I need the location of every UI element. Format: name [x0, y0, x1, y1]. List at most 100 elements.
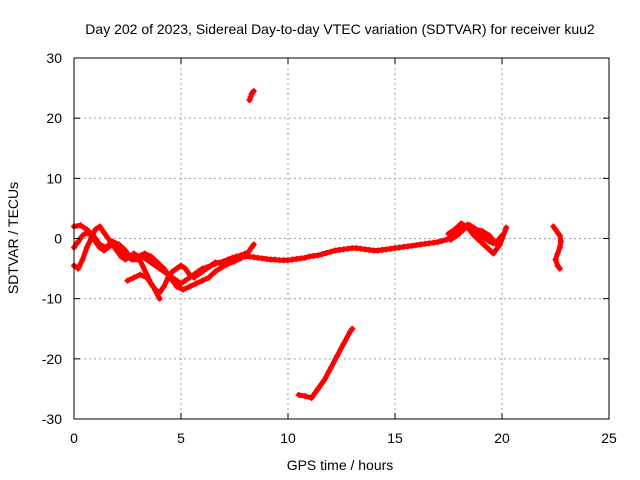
series-track [446, 221, 509, 256]
data-point [150, 283, 157, 290]
data-point [445, 230, 452, 237]
data-point [148, 259, 155, 266]
y-tick-label: 30 [46, 50, 62, 66]
data-point [458, 220, 465, 227]
data-point [451, 226, 458, 233]
chart-title: Day 202 of 2023, Sidereal Day-to-day VTE… [85, 21, 595, 37]
data-point [471, 232, 478, 239]
data-point [554, 229, 561, 236]
data-point [96, 223, 103, 230]
x-axis-label: GPS time / hours [287, 457, 394, 473]
data-point [169, 268, 176, 275]
data-point [205, 274, 212, 281]
data-point [492, 240, 499, 247]
data-point [550, 223, 557, 230]
y-axis-label: SDTVAR / TECUs [5, 182, 21, 294]
data-point [477, 232, 484, 239]
data-point [552, 226, 559, 233]
data-point [154, 259, 161, 266]
data-point [556, 232, 563, 239]
data-point [190, 274, 197, 281]
data-point [479, 228, 486, 235]
data-point [247, 94, 254, 101]
data-point [115, 241, 122, 248]
data-point [122, 256, 129, 263]
data-point [225, 260, 232, 267]
data-point [503, 224, 510, 231]
data-point [323, 249, 330, 256]
data-point [139, 262, 146, 269]
data-point [314, 252, 321, 259]
data-point [130, 274, 137, 281]
data-point [75, 265, 82, 272]
data-point [143, 274, 150, 281]
data-point [182, 265, 189, 272]
data-point [244, 250, 251, 257]
data-point [173, 265, 180, 272]
data-point [557, 238, 564, 245]
data-point [130, 250, 137, 257]
data-point [199, 268, 206, 275]
data-point [113, 247, 120, 254]
data-point [141, 250, 148, 257]
data-point [454, 232, 461, 239]
data-point [79, 232, 86, 239]
data-point [79, 256, 86, 263]
data-point [186, 271, 193, 278]
data-point [295, 391, 302, 398]
data-point [199, 277, 206, 284]
data-point [554, 250, 561, 257]
y-tick-label: 10 [46, 170, 62, 186]
data-point [237, 255, 244, 262]
data-point [148, 253, 155, 260]
data-point [124, 277, 131, 284]
data-point [490, 250, 497, 257]
data-point [477, 238, 484, 245]
data-point [340, 340, 347, 347]
data-point [128, 256, 135, 263]
data-point [473, 226, 480, 233]
data-point [231, 258, 238, 265]
data-point [302, 254, 309, 261]
data-point [178, 262, 184, 269]
data-point [308, 394, 315, 401]
data-point [122, 247, 129, 254]
data-point [327, 364, 334, 371]
x-tick-label: 20 [494, 430, 510, 446]
data-point [466, 222, 473, 229]
data-point [460, 226, 467, 233]
data-point [486, 232, 493, 239]
data-point [135, 253, 142, 260]
data-point [447, 236, 454, 243]
data-point [75, 238, 82, 245]
data-point [218, 264, 225, 271]
y-tick-label: -10 [42, 291, 62, 307]
data-point [484, 244, 491, 251]
data-point [203, 265, 210, 272]
data-point [334, 352, 341, 359]
data-point [556, 244, 563, 251]
x-tick-label: 25 [601, 430, 617, 446]
data-point [182, 277, 189, 284]
data-point [496, 241, 503, 248]
data-point [118, 253, 125, 260]
y-tick-label: 20 [46, 110, 62, 126]
data-point [92, 226, 99, 233]
data-point [156, 295, 163, 302]
data-point [180, 286, 187, 293]
data-point [90, 232, 97, 239]
data-point [103, 244, 110, 251]
data-series [71, 88, 564, 401]
data-point [83, 226, 90, 233]
data-point [481, 235, 488, 242]
data-point [434, 239, 441, 246]
data-point [83, 244, 90, 251]
data-point [556, 265, 563, 272]
data-point [160, 283, 167, 290]
data-point [321, 376, 328, 383]
data-point [314, 385, 321, 392]
data-point [347, 328, 354, 335]
data-point [96, 241, 103, 248]
data-point [160, 265, 167, 272]
